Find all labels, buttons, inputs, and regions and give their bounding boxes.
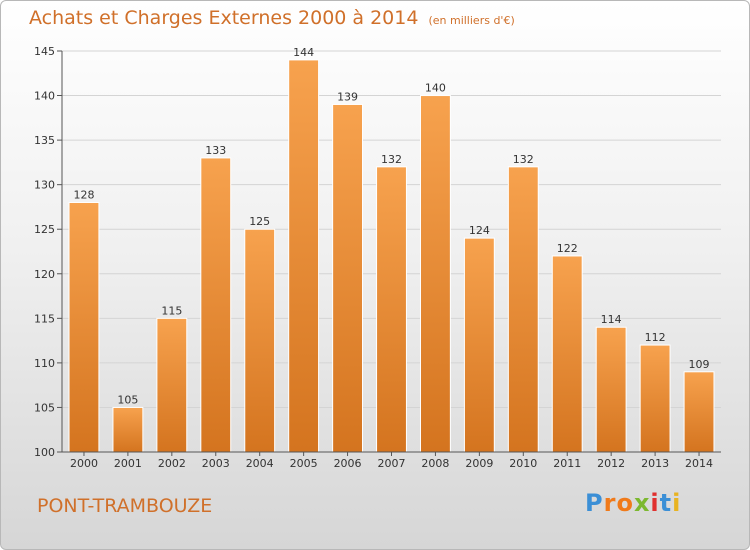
bar-value-label: 128 [73,188,94,201]
bar [332,103,364,453]
bar-value-label: 133 [205,144,226,157]
logo-letter: t [659,489,673,517]
x-tick-label: 2000 [70,457,98,470]
bar-value-label: 139 [337,90,358,103]
x-tick-label: 2014 [685,457,713,470]
chart-subtitle: (en milliers d'€) [428,14,515,27]
y-tick-label: 100 [34,446,55,459]
x-tick-label: 2004 [246,457,274,470]
bar-value-label: 112 [645,331,666,344]
bar-value-label: 122 [557,242,578,255]
bar [639,344,671,453]
bar [595,326,627,453]
logo-letter: i [650,489,660,517]
logo-letter: r [603,489,617,517]
location-name: PONT-TRAMBOUZE [37,495,213,517]
bar [419,95,451,453]
logo-letter: x [633,489,651,517]
bar-value-label: 144 [293,46,314,59]
bar [376,166,407,453]
x-tick-label: 2008 [421,457,449,470]
y-tick-label: 130 [34,179,55,192]
bar-value-label: 109 [689,358,710,371]
bar-value-label: 125 [249,215,270,228]
x-tick-label: 2009 [465,457,493,470]
x-tick-label: 2007 [378,457,406,470]
y-tick-label: 105 [34,401,55,414]
y-tick-label: 125 [34,223,55,236]
logo-letter: i [672,489,682,517]
y-tick-label: 145 [34,45,55,58]
bar [463,237,495,453]
y-tick-label: 115 [34,312,55,325]
bar-value-label: 140 [425,82,446,95]
bar [551,255,583,453]
bar [683,371,715,453]
y-tick-label: 110 [34,357,55,370]
bar-value-label: 132 [381,153,402,166]
bar [288,59,320,453]
x-tick-label: 2001 [114,457,142,470]
x-tick-label: 2010 [509,457,537,470]
bar [112,406,144,453]
logo-letter: o [616,489,634,517]
logo-letter: P [585,489,604,517]
bar-value-label: 132 [513,153,534,166]
proxiti-logo: Proxiti [585,489,681,517]
y-tick-label: 120 [34,268,55,281]
chart-title: Achats et Charges Externes 2000 à 2014 (e… [29,7,515,29]
bar [244,228,276,453]
bar [156,317,188,453]
bar-value-label: 105 [117,393,138,406]
bar-value-label: 114 [601,313,622,326]
x-tick-label: 2003 [202,457,230,470]
bar-value-label: 124 [469,224,490,237]
bar [507,166,539,453]
y-tick-label: 135 [34,134,55,147]
x-tick-label: 2006 [334,457,362,470]
x-tick-label: 2011 [553,457,581,470]
chart-title-text: Achats et Charges Externes 2000 à 2014 [29,7,419,29]
x-tick-label: 2012 [597,457,625,470]
x-tick-label: 2002 [158,457,186,470]
x-tick-label: 2005 [290,457,318,470]
bar [68,201,100,453]
x-tick-label: 2013 [641,457,669,470]
y-tick-label: 140 [34,90,55,103]
bar-value-label: 115 [161,304,182,317]
bars: 128 105 115 133 125 144 139 132 140 124 132 122 114 1… [68,46,715,453]
axes: 100 105 110 115 120 125 130 135 140 145 2000 2001 20… [34,45,721,470]
bar [200,157,232,453]
